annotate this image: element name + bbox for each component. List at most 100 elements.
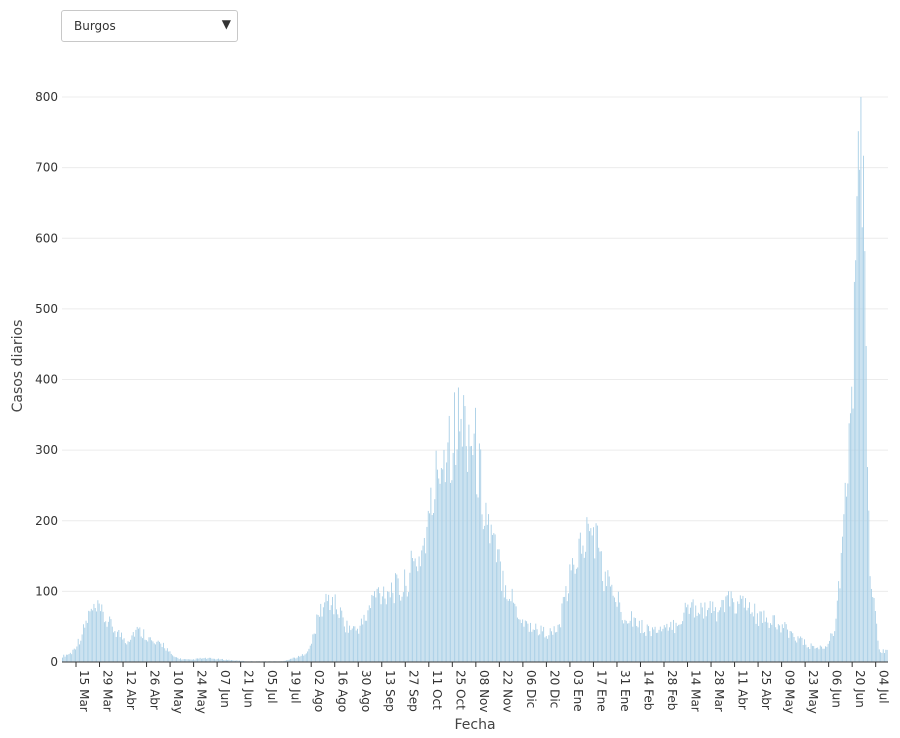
bar	[325, 593, 327, 662]
bar	[339, 607, 341, 662]
bar	[176, 657, 177, 662]
bars	[62, 97, 888, 663]
bar	[734, 613, 736, 662]
bar	[349, 625, 351, 662]
bar	[869, 576, 871, 662]
bar	[92, 610, 94, 662]
bar	[649, 631, 651, 662]
bar	[169, 651, 171, 662]
bar	[659, 626, 661, 662]
bar	[337, 614, 339, 662]
bar	[703, 618, 705, 662]
bar	[666, 623, 668, 662]
bar	[423, 537, 425, 662]
bar	[465, 446, 467, 662]
bar	[566, 601, 568, 662]
bar	[573, 564, 575, 662]
bar	[637, 627, 639, 662]
bar	[138, 628, 139, 662]
bar	[156, 641, 158, 662]
x-tick-label: 12 Abr	[124, 670, 138, 710]
bar	[429, 513, 431, 662]
bar	[85, 620, 87, 662]
bar	[507, 600, 509, 662]
bar	[315, 633, 316, 662]
bar	[371, 594, 373, 662]
bar	[701, 607, 703, 662]
bar	[489, 543, 491, 662]
bar	[219, 659, 221, 662]
bar	[221, 658, 223, 662]
bar	[705, 616, 707, 662]
bar	[111, 626, 113, 662]
x-tick-label: 19 Jul	[289, 670, 303, 704]
x-tick-label: 11 Oct	[430, 670, 444, 710]
bar	[410, 550, 412, 662]
bar	[351, 628, 353, 662]
bar	[321, 616, 323, 662]
bar	[401, 596, 403, 662]
bar	[621, 620, 623, 662]
bar	[308, 648, 310, 662]
bar	[743, 607, 745, 662]
bar	[818, 649, 820, 662]
bar	[152, 641, 154, 662]
bar	[464, 406, 466, 662]
bar	[523, 626, 525, 662]
bar	[194, 659, 196, 662]
bar	[499, 561, 501, 662]
bar	[646, 624, 648, 662]
bar	[519, 619, 521, 662]
bar	[190, 659, 192, 662]
bar	[215, 659, 217, 662]
bar	[435, 450, 437, 662]
bar	[603, 591, 605, 662]
bar	[159, 641, 160, 662]
bar	[330, 605, 332, 662]
bar	[662, 628, 664, 662]
bar	[333, 614, 335, 662]
bar	[468, 424, 470, 662]
bar	[482, 529, 484, 662]
bar	[357, 628, 358, 662]
bar	[770, 623, 771, 662]
bar	[532, 629, 534, 662]
bar	[383, 586, 385, 662]
bar	[536, 629, 538, 662]
x-tick-label: 08 Nov	[477, 670, 491, 713]
bar	[620, 611, 622, 662]
bar	[283, 660, 285, 662]
grid-lines	[62, 96, 888, 592]
bar	[600, 551, 602, 662]
bar	[785, 624, 787, 662]
bar	[307, 651, 309, 662]
bar	[353, 626, 354, 662]
bar	[448, 415, 450, 662]
bar	[535, 623, 537, 662]
bar	[76, 646, 78, 662]
bar	[832, 635, 834, 662]
bar	[227, 660, 229, 662]
bar	[473, 433, 475, 662]
x-tick-label: 29 Mar	[101, 670, 115, 712]
bar	[515, 606, 517, 662]
bar	[617, 591, 619, 662]
bar	[669, 627, 670, 662]
bar	[288, 659, 290, 662]
bar	[503, 597, 505, 662]
bar	[641, 619, 643, 662]
bar	[697, 612, 699, 662]
bar	[317, 615, 319, 662]
bar	[695, 605, 697, 662]
bar	[65, 654, 67, 662]
region-select[interactable]: Burgos ▼	[61, 10, 238, 42]
bar	[528, 631, 530, 662]
bar	[670, 621, 672, 662]
bar	[864, 251, 866, 663]
bar	[82, 624, 84, 662]
bar	[572, 558, 573, 662]
bar	[511, 588, 513, 662]
bar	[425, 553, 427, 662]
bar	[631, 611, 632, 662]
x-tick-label: 20 Jun	[853, 670, 867, 708]
